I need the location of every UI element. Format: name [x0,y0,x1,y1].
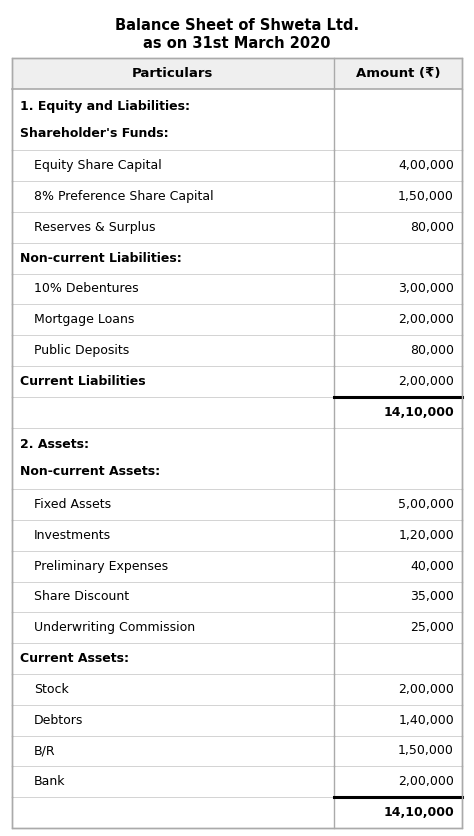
Text: B/R: B/R [34,745,55,757]
Text: 1,50,000: 1,50,000 [398,190,454,203]
Text: 5,00,000: 5,00,000 [398,498,454,511]
Text: Investments: Investments [34,529,111,542]
Text: Share Discount: Share Discount [34,590,129,604]
Text: as on 31st March 2020: as on 31st March 2020 [143,36,331,51]
Text: 80,000: 80,000 [410,344,454,357]
Text: 1,40,000: 1,40,000 [398,714,454,726]
Text: 2,00,000: 2,00,000 [398,375,454,388]
Text: Preliminary Expenses: Preliminary Expenses [34,559,168,573]
Text: 4,00,000: 4,00,000 [398,160,454,172]
Text: Non-current Liabilities:: Non-current Liabilities: [20,252,182,265]
Text: Current Liabilities: Current Liabilities [20,375,146,388]
Text: 3,00,000: 3,00,000 [398,283,454,295]
Text: 10% Debentures: 10% Debentures [34,283,138,295]
Text: 14,10,000: 14,10,000 [383,806,454,819]
Text: Fixed Assets: Fixed Assets [34,498,111,511]
Text: 8% Preference Share Capital: 8% Preference Share Capital [34,190,214,203]
Text: Debtors: Debtors [34,714,83,726]
Text: Current Assets:: Current Assets: [20,652,129,665]
Text: 2. Assets:: 2. Assets: [20,438,89,451]
Text: Non-current Assets:: Non-current Assets: [20,466,160,478]
Text: 25,000: 25,000 [410,621,454,635]
Text: 2,00,000: 2,00,000 [398,314,454,326]
Text: 35,000: 35,000 [410,590,454,604]
Text: 1,20,000: 1,20,000 [398,529,454,542]
Text: Mortgage Loans: Mortgage Loans [34,314,134,326]
Text: 2,00,000: 2,00,000 [398,775,454,788]
Text: Stock: Stock [34,683,69,696]
Text: Particulars: Particulars [132,67,214,80]
Text: 40,000: 40,000 [410,559,454,573]
Text: Public Deposits: Public Deposits [34,344,129,357]
Text: Amount (₹): Amount (₹) [356,67,440,80]
Text: 1. Equity and Liabilities:: 1. Equity and Liabilities: [20,99,190,113]
Text: Bank: Bank [34,775,65,788]
Text: 1,50,000: 1,50,000 [398,745,454,757]
Text: 14,10,000: 14,10,000 [383,405,454,419]
Text: 80,000: 80,000 [410,221,454,234]
Text: Shareholder's Funds:: Shareholder's Funds: [20,126,169,140]
Text: Equity Share Capital: Equity Share Capital [34,160,162,172]
Bar [12,58,462,89]
Text: 2,00,000: 2,00,000 [398,683,454,696]
Text: Reserves & Surplus: Reserves & Surplus [34,221,155,234]
Text: Balance Sheet of Shweta Ltd.: Balance Sheet of Shweta Ltd. [115,18,359,33]
Text: Underwriting Commission: Underwriting Commission [34,621,195,635]
